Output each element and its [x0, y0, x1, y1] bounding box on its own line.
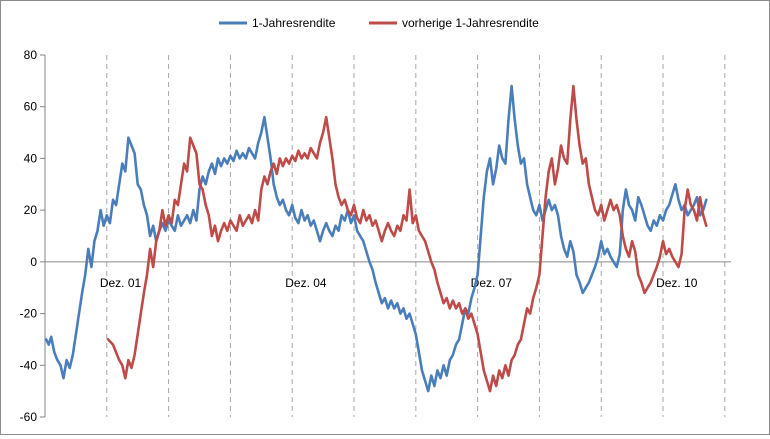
x-tick-label-3: Dez. 10 — [656, 276, 698, 290]
x-tick-label-2: Dez. 07 — [471, 276, 513, 290]
y-tick-label-3: 20 — [24, 203, 38, 217]
x-tick-label-1: Dez. 04 — [285, 276, 327, 290]
y-tick-label-5: -20 — [20, 307, 38, 321]
y-tick-label-6: -40 — [20, 358, 38, 372]
legend-label-series-1: 1-Jahresrendite — [252, 16, 336, 30]
chart-legend: 1-Jahresrendite vorherige 1-Jahresrendit… — [219, 16, 539, 30]
series-line-2 — [106, 84, 708, 393]
y-tick-label-1: 60 — [24, 100, 38, 114]
y-tick-label-7: -60 — [20, 410, 38, 424]
series-line-1 — [44, 84, 708, 393]
legend-item-series-2: vorherige 1-Jahresrendite — [369, 16, 539, 30]
y-tick-label-0: 80 — [24, 48, 38, 62]
legend-label-series-2: vorherige 1-Jahresrendite — [402, 16, 539, 30]
y-tick-label-4: 0 — [30, 255, 37, 269]
x-tick-label-0: Dez. 01 — [100, 276, 142, 290]
legend-item-series-1: 1-Jahresrendite — [219, 16, 336, 30]
plot-area: 80 60 40 20 0 -20 -40 -60 Dez. 01 Dez. 04 Dez. 07 D… — [20, 48, 731, 424]
y-tick-label-2: 40 — [24, 151, 38, 165]
